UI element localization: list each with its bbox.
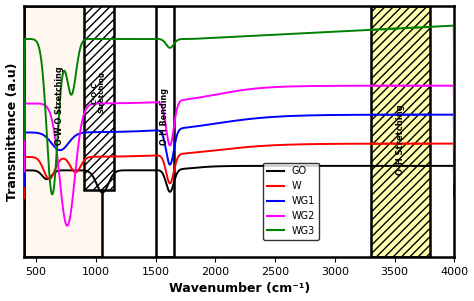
Legend: GO, W, WG1, WG2, WG3: GO, W, WG1, WG2, WG3: [263, 163, 319, 240]
Text: C-O-C
Stretching: C-O-C Stretching: [91, 71, 105, 113]
Y-axis label: Transmittance (a.u): Transmittance (a.u): [6, 62, 18, 200]
Bar: [84, 5, 114, 190]
Text: O-W-O Stretching: O-W-O Stretching: [55, 67, 64, 145]
Bar: [155, 5, 173, 257]
Bar: [371, 5, 430, 257]
Bar: [24, 5, 102, 257]
Text: O-H Stretching: O-H Stretching: [395, 104, 404, 175]
Text: O-H Bending: O-H Bending: [160, 88, 169, 145]
X-axis label: Wavenumber (cm⁻¹): Wavenumber (cm⁻¹): [169, 282, 310, 296]
